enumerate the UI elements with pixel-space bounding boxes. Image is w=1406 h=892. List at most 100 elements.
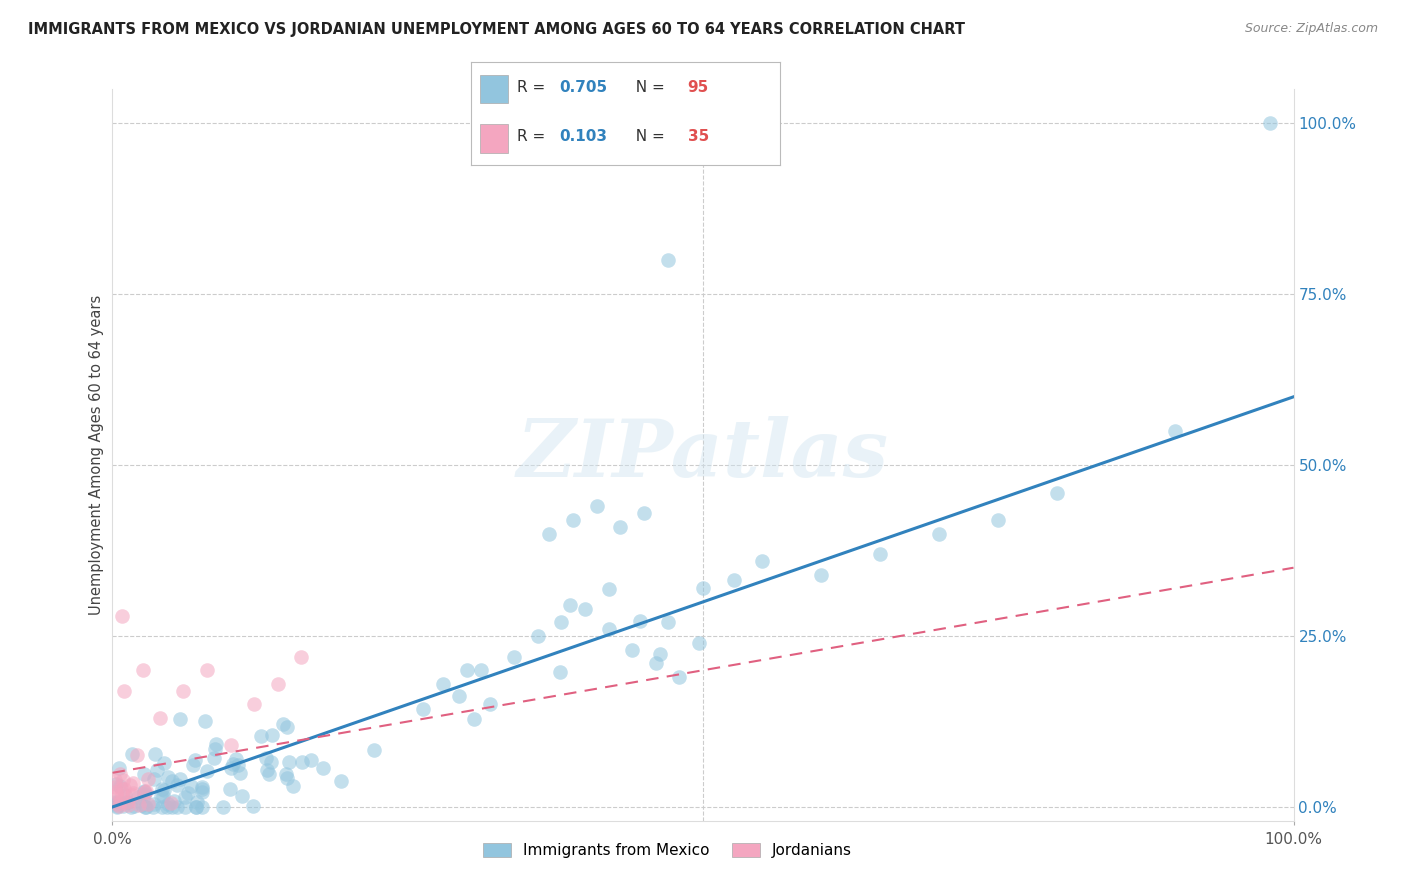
- Point: [503, 649, 526, 664]
- Point: [166, 778, 188, 792]
- Point: [142, 797, 165, 811]
- Point: [111, 773, 134, 788]
- Point: [186, 795, 208, 809]
- Point: [191, 799, 214, 814]
- Point: [688, 636, 710, 650]
- Point: [1046, 485, 1069, 500]
- Point: [219, 782, 242, 797]
- Point: [928, 526, 950, 541]
- Point: [657, 253, 679, 268]
- Point: [131, 797, 153, 812]
- Point: [447, 689, 470, 703]
- Point: [810, 567, 832, 582]
- Point: [117, 798, 139, 813]
- Point: [118, 778, 141, 792]
- Point: [184, 800, 207, 814]
- Point: [191, 780, 214, 794]
- Point: [150, 800, 173, 814]
- Point: [633, 506, 655, 520]
- Point: [143, 772, 166, 786]
- Point: [105, 800, 128, 814]
- Point: [104, 772, 127, 787]
- Point: [194, 714, 217, 728]
- Point: [751, 554, 773, 568]
- Point: [135, 800, 157, 814]
- Text: ZIPatlas: ZIPatlas: [517, 417, 889, 493]
- Point: [869, 547, 891, 561]
- Point: [598, 582, 620, 596]
- Point: [550, 615, 572, 630]
- Point: [211, 799, 233, 814]
- Point: [112, 683, 135, 698]
- Point: [176, 786, 198, 800]
- Point: [115, 795, 138, 809]
- Point: [134, 787, 156, 801]
- Point: [463, 712, 485, 726]
- Point: [103, 795, 125, 809]
- Point: [231, 789, 253, 804]
- Y-axis label: Unemployment Among Ages 60 to 64 years: Unemployment Among Ages 60 to 64 years: [89, 294, 104, 615]
- Point: [276, 772, 298, 786]
- Point: [723, 573, 745, 587]
- Point: [548, 665, 571, 680]
- Point: [156, 800, 179, 814]
- Point: [104, 780, 127, 794]
- Point: [132, 784, 155, 798]
- Point: [132, 663, 155, 677]
- Text: IMMIGRANTS FROM MEXICO VS JORDANIAN UNEMPLOYMENT AMONG AGES 60 TO 64 YEARS CORRE: IMMIGRANTS FROM MEXICO VS JORDANIAN UNEM…: [28, 22, 965, 37]
- Point: [598, 622, 620, 636]
- Point: [135, 784, 157, 798]
- Point: [132, 789, 155, 804]
- Point: [260, 728, 283, 742]
- Point: [291, 756, 314, 770]
- Point: [243, 698, 266, 712]
- Point: [219, 761, 242, 775]
- Point: [110, 779, 132, 793]
- Point: [120, 800, 142, 814]
- Point: [609, 519, 631, 533]
- Point: [225, 752, 247, 766]
- Point: [104, 785, 127, 799]
- Point: [122, 786, 145, 800]
- Point: [621, 642, 644, 657]
- Text: 0.705: 0.705: [560, 80, 607, 95]
- Point: [456, 663, 478, 677]
- Point: [222, 757, 245, 772]
- Point: [174, 790, 197, 805]
- Point: [111, 608, 134, 623]
- Point: [574, 601, 596, 615]
- Point: [142, 800, 165, 814]
- Point: [250, 729, 273, 743]
- Point: [229, 766, 252, 780]
- Point: [110, 780, 132, 795]
- Point: [107, 797, 129, 812]
- Point: [121, 789, 143, 803]
- Point: [644, 657, 666, 671]
- Text: N =: N =: [626, 129, 669, 145]
- Point: [195, 663, 218, 677]
- Point: [648, 647, 671, 661]
- Text: 95: 95: [688, 80, 709, 95]
- Point: [668, 670, 690, 684]
- Point: [108, 761, 131, 775]
- Point: [412, 702, 434, 716]
- Point: [585, 499, 607, 513]
- Point: [152, 783, 174, 797]
- Point: [259, 766, 281, 780]
- Point: [363, 743, 385, 757]
- Point: [202, 751, 225, 765]
- Point: [299, 753, 322, 767]
- Point: [134, 785, 156, 799]
- Point: [122, 798, 145, 813]
- Point: [122, 776, 145, 790]
- Text: R =: R =: [517, 129, 551, 145]
- Point: [111, 788, 134, 802]
- Point: [143, 747, 166, 762]
- Point: [145, 763, 167, 777]
- Point: [276, 720, 298, 734]
- Point: [219, 739, 242, 753]
- Point: [134, 785, 156, 799]
- Point: [112, 781, 135, 796]
- Point: [136, 797, 159, 812]
- Point: [112, 799, 135, 814]
